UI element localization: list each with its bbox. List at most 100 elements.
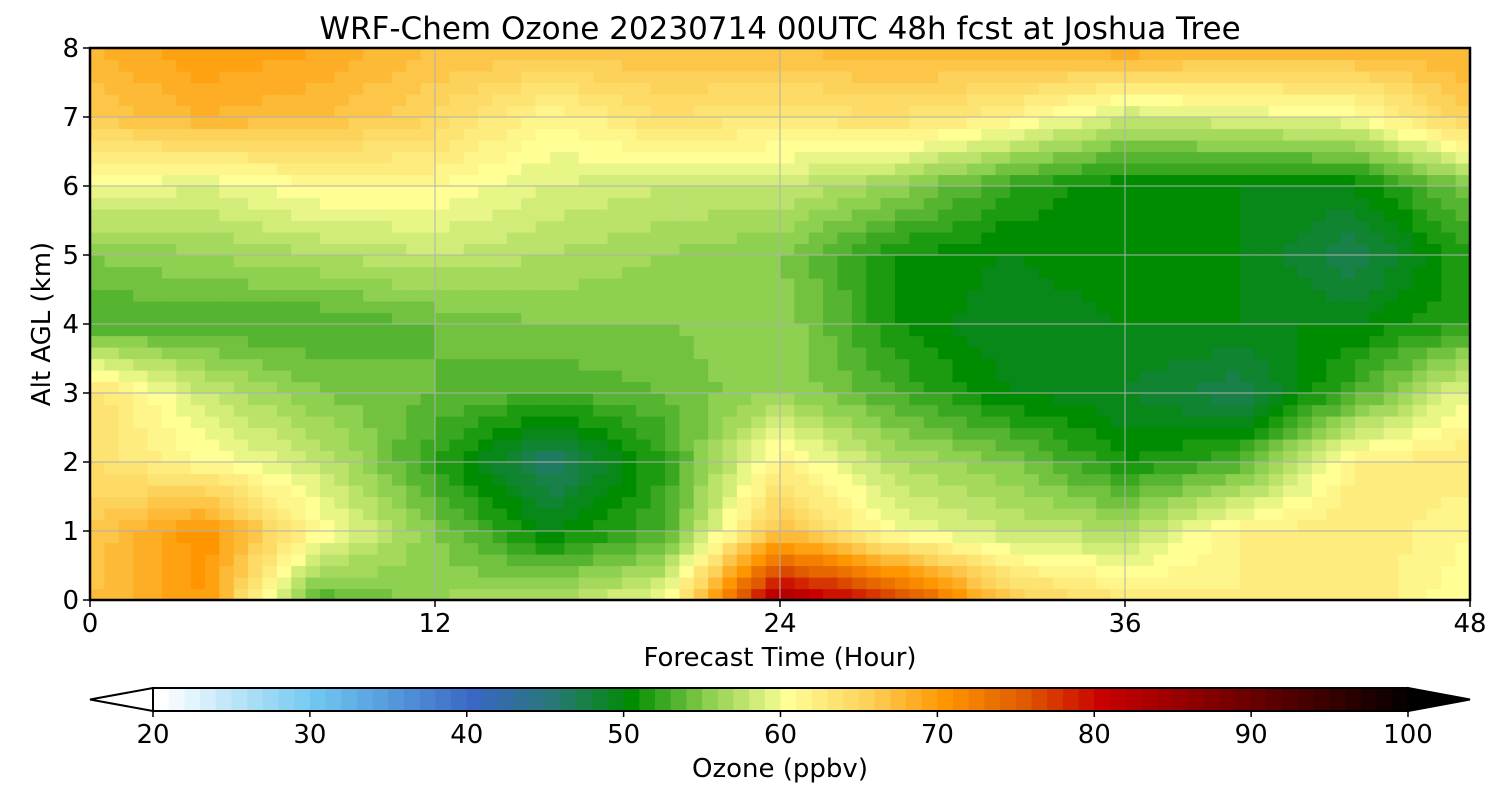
heatmap-cell: [808, 243, 824, 256]
colorbar-cell: [294, 688, 311, 711]
heatmap-cell: [305, 508, 321, 521]
heatmap-cell: [636, 82, 652, 95]
heatmap-cell: [550, 335, 565, 348]
heatmap-cell: [880, 186, 896, 199]
heatmap-cell: [564, 450, 580, 463]
heatmap-cell: [1340, 542, 1356, 555]
heatmap-cell: [176, 335, 192, 348]
heatmap-cell: [1254, 554, 1270, 567]
heatmap-cell: [1096, 439, 1112, 452]
heatmap-cell: [765, 427, 781, 440]
heatmap-cell: [348, 427, 364, 440]
colorbar-cell: [968, 688, 985, 711]
heatmap-cell: [1441, 209, 1457, 222]
heatmap-cell: [1412, 48, 1428, 61]
heatmap-cell: [492, 554, 508, 567]
heatmap-cell: [621, 450, 637, 463]
heatmap-cell: [1455, 358, 1471, 371]
heatmap-cell: [118, 347, 134, 360]
heatmap-cell: [1067, 220, 1083, 233]
heatmap-cell: [693, 542, 709, 555]
heatmap-cell: [808, 140, 824, 153]
heatmap-cell: [1441, 358, 1457, 371]
heatmap-cell: [1038, 174, 1054, 187]
heatmap-cell: [1268, 209, 1284, 222]
heatmap-cell: [665, 381, 680, 394]
heatmap-cell: [205, 174, 220, 187]
heatmap-cell: [550, 462, 565, 475]
heatmap-cell: [348, 105, 364, 118]
heatmap-cell: [981, 542, 997, 555]
heatmap-cell: [1254, 427, 1270, 440]
heatmap-cell: [895, 519, 910, 532]
heatmap-cell: [1383, 94, 1399, 107]
heatmap-cell: [262, 105, 278, 118]
heatmap-cell: [104, 301, 120, 314]
heatmap-cell: [391, 347, 407, 360]
heatmap-cell: [1024, 197, 1040, 210]
heatmap-cell: [966, 128, 982, 141]
heatmap-cell: [794, 358, 810, 371]
heatmap-cell: [722, 197, 738, 210]
heatmap-cell: [593, 209, 609, 222]
heatmap-cell: [478, 370, 494, 383]
heatmap-cell: [320, 370, 335, 383]
heatmap-cell: [1225, 577, 1241, 590]
heatmap-cell: [665, 128, 680, 141]
heatmap-cell: [794, 94, 810, 107]
heatmap-cell: [1326, 347, 1342, 360]
heatmap-cell: [808, 48, 824, 61]
heatmap-cell: [449, 105, 465, 118]
heatmap-cell: [966, 358, 982, 371]
heatmap-cell: [1369, 209, 1385, 222]
heatmap-cell: [161, 335, 177, 348]
heatmap-cell: [1081, 255, 1097, 268]
heatmap-cell: [1010, 381, 1025, 394]
heatmap-cell: [1254, 450, 1270, 463]
heatmap-cell: [161, 347, 177, 360]
heatmap-cell: [348, 565, 364, 578]
heatmap-cell: [564, 439, 580, 452]
colorbar-cell: [1078, 688, 1095, 711]
heatmap-cell: [478, 473, 494, 486]
heatmap-cell: [981, 243, 997, 256]
heatmap-cell: [1311, 174, 1327, 187]
heatmap-cell: [1398, 301, 1414, 314]
heatmap-cell: [1297, 347, 1313, 360]
heatmap-cell: [1441, 370, 1457, 383]
heatmap-cell: [880, 450, 896, 463]
heatmap-cell: [233, 473, 249, 486]
heatmap-cell: [578, 117, 594, 130]
heatmap-cell: [1383, 278, 1399, 291]
heatmap-cell: [550, 186, 565, 199]
heatmap-cell: [823, 404, 839, 417]
heatmap-cell: [823, 324, 839, 337]
heatmap-cell: [190, 209, 206, 222]
heatmap-cell: [966, 473, 982, 486]
heatmap-cell: [880, 82, 896, 95]
heatmap-cell: [1455, 301, 1471, 314]
heatmap-cell: [233, 358, 249, 371]
heatmap-cell: [1254, 59, 1270, 72]
heatmap-cell: [1297, 393, 1313, 406]
heatmap-cell: [1355, 393, 1370, 406]
heatmap-cell: [391, 163, 407, 176]
heatmap-cell: [823, 554, 839, 567]
heatmap-cell: [1254, 186, 1270, 199]
heatmap-cell: [665, 243, 680, 256]
heatmap-cell: [248, 117, 264, 130]
heatmap-cell: [593, 140, 609, 153]
heatmap-cell: [435, 416, 450, 429]
heatmap-cell: [564, 82, 580, 95]
heatmap-cell: [808, 370, 824, 383]
heatmap-cell: [636, 358, 652, 371]
heatmap-cell: [1254, 71, 1270, 84]
heatmap-cell: [722, 289, 738, 302]
heatmap-cell: [147, 197, 163, 210]
heatmap-cell: [1168, 278, 1184, 291]
heatmap-cell: [420, 128, 436, 141]
heatmap-cell: [478, 462, 494, 475]
heatmap-cell: [1455, 393, 1471, 406]
heatmap-cell: [377, 197, 393, 210]
heatmap-cell: [693, 278, 709, 291]
